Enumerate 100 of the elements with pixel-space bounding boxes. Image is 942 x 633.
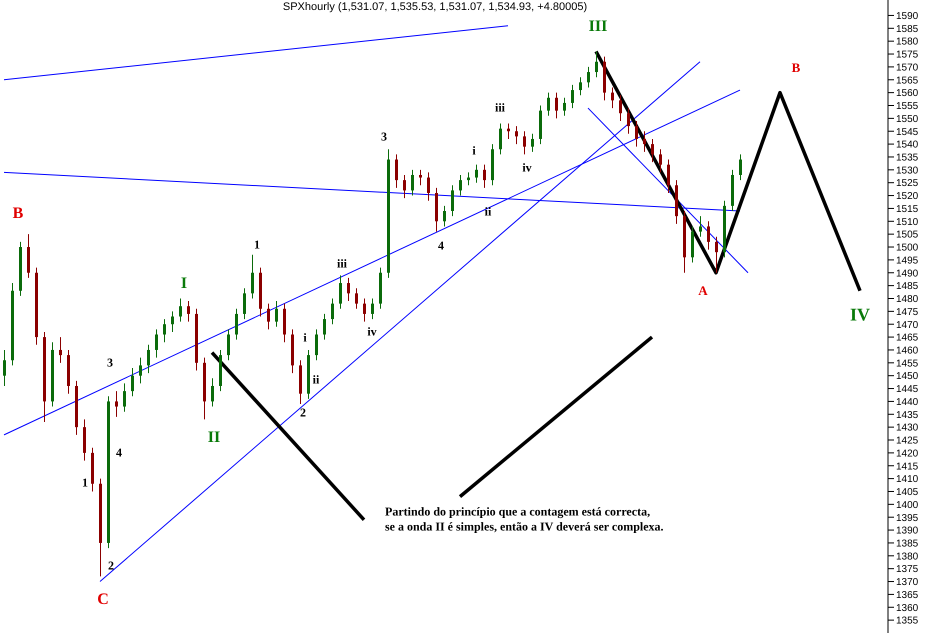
- candlestick: [483, 164, 486, 188]
- candlestick: [3, 349, 6, 386]
- y-tick-label: 1430: [896, 422, 919, 434]
- y-tick-label: 1460: [896, 346, 919, 356]
- y-tick-label: 1560: [896, 88, 919, 100]
- candlestick: [235, 308, 238, 340]
- y-tick-label: 1530: [896, 165, 919, 176]
- candlestick: [211, 378, 214, 408]
- y-tick-label: 1555: [896, 101, 919, 112]
- y-tick-label: 1565: [896, 75, 919, 86]
- candlestick: [523, 130, 526, 155]
- annotation: i: [472, 144, 476, 158]
- line-series: [594, 50, 862, 293]
- y-tick-label: 1535: [896, 152, 919, 164]
- annotation: 1: [82, 476, 88, 490]
- candlestick: [59, 336, 62, 364]
- annotation: A: [698, 283, 708, 299]
- y-tick-label: 1575: [896, 50, 919, 61]
- candlestick: [163, 318, 166, 343]
- y-tick-label: 1495: [896, 255, 919, 266]
- y-tick-label: 1385: [896, 538, 919, 550]
- candlestick: [587, 66, 590, 88]
- candlestick: [275, 300, 278, 328]
- candlestick: [403, 174, 406, 199]
- y-tick-label: 1545: [896, 126, 919, 138]
- annotation: 2: [108, 558, 114, 574]
- annotation: II: [208, 429, 220, 447]
- annotation: III: [588, 18, 608, 36]
- y-tick-label: 1570: [896, 62, 919, 74]
- annotation: 3: [381, 130, 387, 144]
- y-tick-label: 1405: [896, 487, 919, 498]
- annotation: iv: [522, 160, 532, 176]
- candlestick: [243, 288, 246, 320]
- candlestick: [739, 154, 742, 181]
- candlestick: [515, 126, 518, 145]
- y-tick-label: 1380: [896, 551, 919, 562]
- y-tick-label: 1375: [896, 564, 919, 576]
- candlestick: [227, 328, 230, 361]
- y-tick-label: 1550: [896, 114, 919, 125]
- candlestick: [499, 123, 502, 155]
- candlestick: [115, 390, 118, 418]
- y-tick-label: 1420: [896, 448, 919, 460]
- candlestick: [571, 84, 574, 109]
- candlestick: [419, 169, 422, 186]
- candlestick: [667, 159, 670, 194]
- y-tick-label: 1480: [896, 294, 919, 306]
- y-tick-label: 1440: [896, 396, 919, 408]
- y-tick-label: 1510: [896, 216, 919, 228]
- candlestick: [547, 92, 550, 116]
- candlestick: [611, 86, 614, 109]
- y-tick-label: 1415: [896, 461, 919, 472]
- annotation: i: [303, 330, 307, 346]
- annotation: C: [97, 591, 109, 609]
- candlestick: [363, 298, 366, 322]
- y-tick-label: 1525: [896, 178, 919, 190]
- y-tick-label: 1365: [896, 590, 919, 601]
- candlestick: [331, 298, 334, 325]
- candlestick: [187, 300, 190, 322]
- annotation: B: [792, 60, 800, 76]
- annotation: 3: [107, 356, 113, 370]
- candlestick: [627, 108, 630, 134]
- candlestick: [451, 184, 454, 217]
- annotation: IV: [850, 304, 870, 326]
- candlestick: [123, 382, 126, 412]
- annotation: 1: [254, 238, 260, 252]
- candlestick: [699, 216, 702, 238]
- candlestick: [347, 277, 350, 302]
- y-tick-label: 1445: [896, 384, 919, 396]
- annotation: 4: [116, 446, 122, 460]
- y-tick-label: 1515: [896, 204, 919, 215]
- candlestick: [323, 313, 326, 340]
- y-tick-label: 1475: [896, 306, 919, 318]
- candlestick: [171, 310, 174, 332]
- candlestick: [715, 236, 718, 274]
- y-tick-label: 1410: [896, 474, 919, 486]
- annotation: I: [180, 275, 188, 293]
- y-tick-label: 1455: [896, 358, 919, 370]
- annotation: 4: [438, 238, 444, 254]
- candlestick: [643, 130, 646, 152]
- y-tick-label: 1490: [896, 268, 919, 280]
- candlestick: [475, 164, 478, 184]
- y-tick-label: 1370: [896, 577, 919, 588]
- candlestick: [619, 94, 622, 122]
- y-tick-label: 1580: [896, 36, 919, 48]
- annotation: se a onda II é simples, então a IV deverá ser complexa.: [385, 520, 664, 534]
- candlestick: [563, 97, 566, 116]
- candlestick: [339, 274, 342, 310]
- candlestick: [579, 76, 582, 96]
- candlestick: [507, 123, 510, 140]
- y-tick-label: 1540: [896, 140, 919, 151]
- candlestick: [443, 205, 446, 227]
- candlestick: [555, 92, 558, 119]
- candlestick: [411, 169, 414, 196]
- annotation: iii: [336, 256, 348, 272]
- annotation: Partindo do princípio que a contagem está correcta,: [385, 504, 650, 520]
- y-tick-label: 1470: [896, 320, 919, 331]
- annotation: iv: [367, 324, 377, 340]
- y-tick-label: 1505: [896, 230, 919, 241]
- candlestick: [531, 133, 534, 152]
- candlestick: [459, 174, 462, 196]
